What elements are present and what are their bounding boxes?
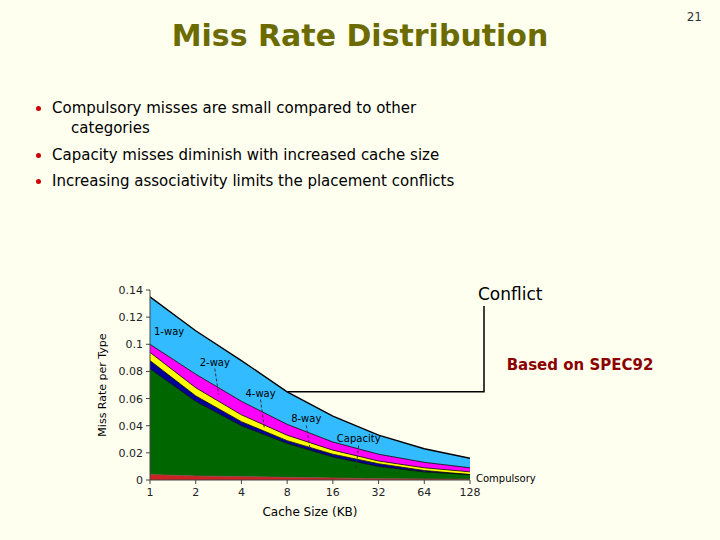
x-tick-label: 32 [372,486,386,499]
x-tick [470,480,471,484]
boundary-line [150,361,470,475]
y-tick [146,480,150,481]
boundary-line [150,297,470,459]
slide: {"slide_number": "21", "bullet_points": … [0,0,720,540]
series-label: 1-way [154,326,184,337]
y-tick [146,398,150,399]
y-tick [146,425,150,426]
boundary-line [150,475,470,480]
y-tick [146,344,150,345]
series-labels: 1-way 2-way 4-way 8-way Capacity [154,326,381,470]
chart: 1 2 4 8 16 32 64 128 0 0.02 0.04 0.06 0.08 0.1 0.12 0.1… [0,0,720,540]
x-axis-line [150,480,470,481]
x-tick [150,480,151,484]
y-tick-label: 0.14 [119,284,144,297]
x-axis-label: Cache Size (KB) [262,505,357,519]
leader-line [306,425,310,448]
area-band [150,297,470,468]
bullet-point: Increasing associativity limits the plac… [52,171,702,191]
conflict-bracket [287,306,484,392]
leader-line [215,369,219,395]
series-label: 2-way [200,357,230,368]
bullet-point: Capacity misses diminish with increased … [52,145,702,165]
y-axis-label: Miss Rate per Type [96,333,109,436]
series-label: Capacity [337,433,381,444]
y-tick-label: 0.08 [119,365,144,378]
title: Miss Rate Distribution [0,18,720,53]
x-tick-label: 1 [147,486,154,499]
x-tick [378,480,379,484]
x-tick-label: 4 [238,486,245,499]
boundary-line [150,352,470,471]
y-tick [146,317,150,318]
area-band [150,369,470,480]
y-tick [146,290,150,291]
y-tick-label: 0.02 [119,447,144,460]
y-tick-label: 0.06 [119,393,144,406]
area-band [150,475,470,480]
y-tick [146,452,150,453]
slide-number: 21 [687,10,702,24]
series-label: 4-way [245,388,275,399]
y-tick-label: 0 [136,474,143,487]
area-band [150,361,470,475]
leader-line [261,400,265,429]
bullet-list: Compulsory misses are small compared to … [30,98,702,197]
boundary-line [150,369,470,475]
boundary-line [150,344,470,468]
x-tick-label: 16 [326,486,340,499]
y-axis-line [150,290,151,480]
leader-line [356,445,359,470]
area-band [150,344,470,472]
x-tick-label: 2 [192,486,199,499]
x-tick [287,480,288,484]
x-tick-label: 8 [284,486,291,499]
annotation: Conflict [478,284,543,304]
annotation: Based on SPEC92 [507,356,654,374]
x-tick [241,480,242,484]
y-tick-label: 0.1 [126,338,144,351]
x-tick [195,480,196,484]
x-tick [332,480,333,484]
y-tick [146,371,150,372]
y-tick-label: 0.04 [119,420,144,433]
area-band [150,352,470,474]
series-label: 8-way [291,413,321,424]
x-tick [424,480,425,484]
bullet-point: Compulsory misses are small compared to … [52,98,702,139]
x-tick-label: 128 [460,486,481,499]
series-label: Compulsory [476,473,536,484]
y-tick-label: 0.12 [119,311,144,324]
x-tick-label: 64 [417,486,431,499]
plot-area [150,297,470,480]
